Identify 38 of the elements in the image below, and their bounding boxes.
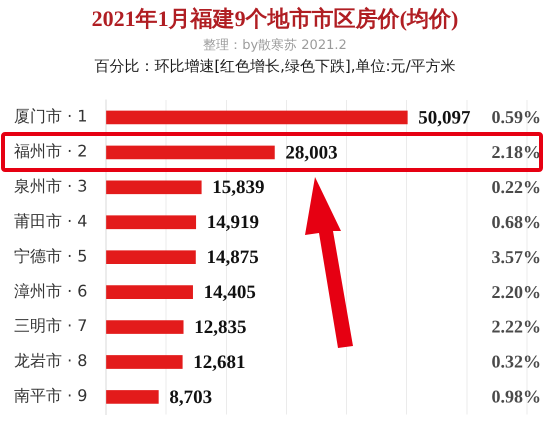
annotation: 3.57% <box>492 246 541 267</box>
bar <box>106 285 193 299</box>
bar <box>106 320 184 334</box>
bar <box>106 215 196 230</box>
annotation: 0.98% <box>492 386 541 407</box>
annotation: 2.22% <box>492 316 541 337</box>
y-tick-label: 龙岩市 · 8 <box>14 351 88 370</box>
annotation: 0.59% <box>492 107 541 128</box>
data-label: 12,681 <box>193 352 246 373</box>
bar <box>106 180 202 194</box>
y-tick-label: 南平市 · 9 <box>14 386 88 406</box>
data-label: 12,835 <box>194 316 246 338</box>
annotation: 0.68% <box>492 212 541 232</box>
data-label: 28,003 <box>285 142 338 164</box>
chart-title: 2021年1月福建9个地市市区房价(均价) <box>90 5 460 33</box>
data-label: 8,703 <box>169 386 212 408</box>
bar <box>106 390 159 404</box>
data-label: 14,875 <box>206 247 259 268</box>
y-tick-label: 宁德市 · 5 <box>14 246 88 266</box>
bar <box>106 146 275 160</box>
y-tick-label: 漳州市 · 6 <box>14 281 88 300</box>
y-tick-label: 莆田市 · 4 <box>14 211 88 230</box>
data-label: 50,097 <box>418 107 472 128</box>
y-tick-label: 福州市 · 2 <box>14 142 88 161</box>
annotation: 2.20% <box>492 282 541 302</box>
bar <box>106 110 408 124</box>
chart-subtitle: 整理：by散寒苏 2021.2 百分比：环比增速[红色增长,绿色下跌],单位:元/平方米 <box>93 37 457 76</box>
y-tick-label: 厦门市 · 1 <box>14 106 88 126</box>
bar <box>106 355 183 369</box>
y-tick-label: 泉州市 · 3 <box>14 176 88 196</box>
annotation: 0.22% <box>492 176 541 197</box>
bar <box>106 250 196 264</box>
annotation: 0.32% <box>492 352 541 372</box>
data-label: 14,405 <box>204 282 256 304</box>
annotation: 2.18% <box>492 142 541 162</box>
data-label: 14,919 <box>206 212 259 234</box>
y-tick-label: 三明市 · 7 <box>14 316 88 336</box>
data-label: 15,839 <box>212 177 265 198</box>
